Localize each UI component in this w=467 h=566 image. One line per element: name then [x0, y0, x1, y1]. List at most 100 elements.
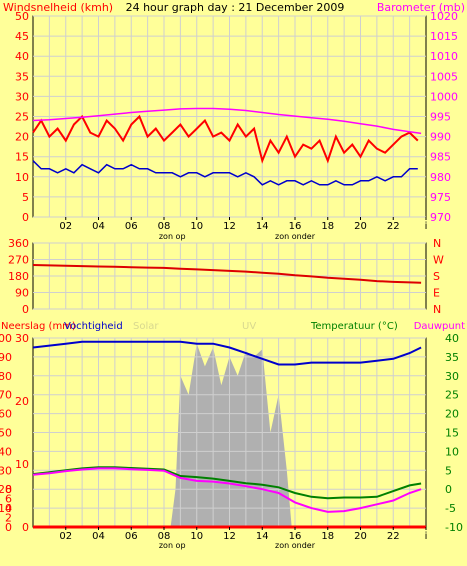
y-tick-label-left: 90 — [15, 287, 29, 300]
y-tick-label-right: 1010 — [430, 50, 458, 63]
y-tick-label-left: 60 — [0, 408, 12, 421]
y-tick-label-left-inner: 10 — [15, 458, 29, 471]
x-tick-label: 06 — [125, 221, 138, 232]
panel1-x-axis: 02 04 06 08 10 12 14 16 18 20 22 i — [59, 217, 427, 232]
x-tick-label: 04 — [92, 531, 105, 542]
panel1-y-axis-left: 0 5 10 15 20 25 30 35 40 45 50 — [15, 10, 29, 224]
graph-title: 24 hour graph day : 21 December 2009 — [126, 1, 345, 14]
y-tick-label-right: 25 — [445, 389, 459, 402]
y-tick-label-left: 50 — [15, 10, 29, 23]
y-tick-label-left-inner: 30 — [15, 332, 29, 345]
y-tick-label-left: 4 — [5, 502, 12, 515]
series-wind_avg — [32, 160, 418, 186]
series-wind_gust — [32, 114, 419, 164]
panel2-series — [32, 264, 422, 284]
x-tick-label: 02 — [59, 221, 72, 232]
panel3-humidity-label: Vochtigheid — [64, 321, 123, 332]
panel3-solar-label: Solar — [133, 321, 159, 332]
x-tick-label: 12 — [223, 531, 236, 542]
panel1-y-axis-right: 970 975 980 985 990 995 1000 1005 1010 1015 1020 — [430, 10, 458, 224]
y-tick-label-right: 985 — [430, 151, 451, 164]
x-tick-label: 20 — [354, 531, 367, 542]
y-tick-label-left: 6 — [5, 493, 12, 506]
y-tick-label-left: 360 — [8, 237, 29, 250]
y-tick-label-left: 100 — [0, 332, 12, 345]
x-tick-label: 14 — [256, 531, 269, 542]
panel3-uv-label: UV — [242, 321, 256, 332]
y-tick-label-left: 5 — [22, 191, 29, 204]
x-tick-label: 14 — [256, 221, 269, 232]
panel3-y-axis-right: -10 -5 0 5 10 15 20 25 30 35 40 — [445, 332, 463, 534]
y-tick-label-right: 1005 — [430, 70, 458, 83]
y-tick-label-right: N — [433, 303, 441, 316]
y-tick-label-right: 10 — [445, 445, 459, 458]
x-tick-label: 22 — [387, 531, 400, 542]
y-tick-label-right: 990 — [430, 131, 451, 144]
y-tick-label-left: 20 — [0, 483, 12, 496]
x-tick-label: i — [425, 531, 428, 542]
panel3-x-axis: 02 04 06 08 10 12 14 16 18 20 22 i — [59, 527, 427, 542]
panel3-sunset-label: zon onder — [275, 541, 316, 550]
y-tick-label-right: W — [433, 254, 444, 267]
y-tick-label-left: 30 — [0, 464, 12, 477]
y-tick-label-left: 2 — [5, 512, 12, 525]
y-tick-label-right: 1000 — [430, 90, 458, 103]
panel1-sunrise-label: zon op — [159, 232, 186, 241]
y-tick-label-right: 970 — [430, 211, 451, 224]
y-tick-label-right: 30 — [445, 370, 459, 383]
x-tick-label: 02 — [59, 531, 72, 542]
y-tick-label-left: 70 — [0, 389, 12, 402]
x-tick-label: 04 — [92, 221, 105, 232]
x-tick-label: 18 — [321, 221, 334, 232]
y-tick-label-left: 0 — [5, 521, 12, 534]
y-tick-label-left: 15 — [15, 151, 29, 164]
x-tick-label: 20 — [354, 221, 367, 232]
x-tick-label: 08 — [158, 221, 171, 232]
panel1-sunset-label: zon onder — [275, 232, 316, 241]
y-tick-label-left: 10 — [15, 171, 29, 184]
x-tick-label: 10 — [190, 531, 203, 542]
y-tick-label-left: 180 — [8, 270, 29, 283]
y-tick-label-left: 30 — [15, 90, 29, 103]
y-tick-label-left-inner: 20 — [15, 395, 29, 408]
y-tick-label-right: N — [433, 237, 441, 250]
x-tick-label: 22 — [387, 221, 400, 232]
series-temperature — [32, 466, 422, 500]
y-tick-label-left: 0 — [22, 303, 29, 316]
y-tick-label-right: E — [433, 287, 440, 300]
y-tick-label-right: 975 — [430, 191, 451, 204]
panel3-sunrise-label: zon op — [159, 541, 186, 550]
panel1-left-label: Windsnelheid (kmh) — [3, 1, 113, 14]
panel2-y-axis-left: 0 90 180 270 360 — [8, 237, 29, 316]
panel3-temperature-label: Temperatuur (°C) — [310, 321, 398, 332]
x-tick-label: 16 — [289, 531, 302, 542]
y-tick-label-left: 45 — [15, 30, 29, 43]
x-tick-label: 06 — [125, 531, 138, 542]
y-tick-label-right: 0 — [445, 483, 452, 496]
series-direction — [32, 264, 422, 284]
y-tick-label-left: 270 — [8, 254, 29, 267]
y-tick-label-left: 0 — [22, 211, 29, 224]
x-tick-label: i — [425, 221, 428, 232]
y-tick-label-right: -10 — [445, 521, 463, 534]
y-tick-label-left: 40 — [0, 445, 12, 458]
y-tick-label-right: 995 — [430, 111, 451, 124]
y-tick-label-right: S — [433, 270, 440, 283]
y-tick-label-left: 8 — [5, 483, 12, 496]
panel3-y-axis-left-inner: 0 10 20 30 — [15, 332, 29, 534]
y-tick-label-right: 1015 — [430, 30, 458, 43]
y-tick-label-right: -5 — [445, 502, 456, 515]
y-tick-label-right: 15 — [445, 427, 459, 440]
y-tick-label-left: 35 — [15, 70, 29, 83]
series-dewpoint — [32, 467, 422, 513]
y-tick-label-right: 1020 — [430, 10, 458, 23]
y-tick-label-left: 25 — [15, 111, 29, 124]
y-tick-label-right: 35 — [445, 351, 459, 364]
panel3-rain-label: Neerslag (mm) — [1, 321, 76, 332]
y-tick-label-right: 5 — [445, 464, 452, 477]
y-tick-label-right: 40 — [445, 332, 459, 345]
